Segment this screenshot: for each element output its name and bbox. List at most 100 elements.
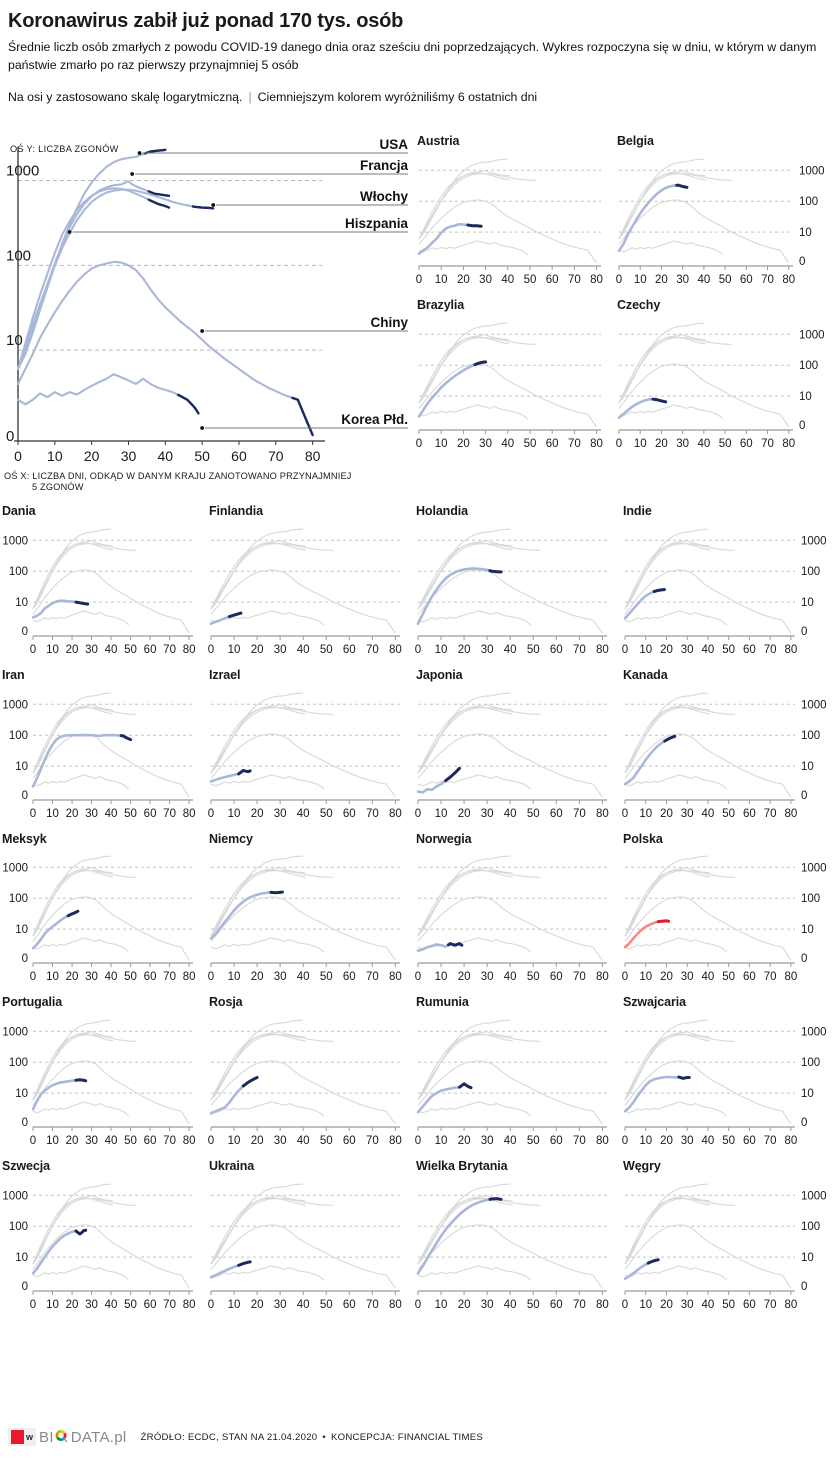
- footer: w BI DATA.pl ŹRÓ: [0, 1428, 835, 1446]
- svg-text:30: 30: [274, 808, 287, 820]
- svg-text:100: 100: [801, 730, 820, 742]
- chart-polska: 0 10 20 30 40 50 60 70 80 0 10 100 1000: [622, 855, 827, 983]
- svg-text:20: 20: [66, 1135, 79, 1147]
- svg-text:70: 70: [568, 274, 581, 286]
- svg-text:70: 70: [761, 274, 774, 286]
- svg-text:10: 10: [799, 391, 812, 403]
- chart-norwegia: 0 10 20 30 40 50 60 70 80: [415, 855, 609, 983]
- svg-text:0: 0: [799, 420, 805, 432]
- svg-text:10: 10: [435, 808, 448, 820]
- svg-text:60: 60: [144, 644, 157, 656]
- panel-wielka-brytania: Wielka Brytania 0 10 20 30 40 50 60 70 80: [414, 1159, 621, 1324]
- chart-ukraina: 0 10 20 30 40 50 60 70 80: [208, 1183, 402, 1311]
- chart-rosja: 0 10 20 30 40 50 60 70 80: [208, 1019, 402, 1147]
- svg-text:Hiszpania: Hiszpania: [345, 216, 409, 231]
- svg-text:1000: 1000: [799, 329, 825, 341]
- svg-text:40: 40: [297, 1135, 310, 1147]
- top-right-row-1: Austria 0 10 20 30 40 50 60 70 80 Belgia 0 10 20 30…: [415, 134, 835, 299]
- svg-text:Francja: Francja: [360, 158, 409, 173]
- page-title: Koronawirus zabił już ponad 170 tys. osó…: [8, 10, 404, 32]
- svg-text:0: 0: [415, 644, 421, 656]
- panel-title-finlandia: Finlandia: [209, 504, 263, 518]
- svg-text:10: 10: [15, 1252, 28, 1264]
- svg-text:80: 80: [782, 274, 795, 286]
- top-right-row-2: Brazylia 0 10 20 30 40 50 60 70 80 Czechy 0 10 20 3…: [415, 298, 835, 463]
- svg-text:100: 100: [9, 1221, 28, 1233]
- panel-title-polska: Polska: [623, 831, 663, 846]
- panel-title-ukraina: Ukraina: [209, 1159, 255, 1173]
- svg-text:80: 80: [389, 971, 402, 983]
- svg-text:20: 20: [66, 1299, 79, 1311]
- svg-text:70: 70: [764, 644, 777, 656]
- panel-austria: Austria 0 10 20 30 40 50 60 70 80: [415, 134, 615, 299]
- logo-suffix: DATA.pl: [70, 1428, 127, 1446]
- panel-dania: Dania 0 10 20 30 40 50 60 70 80 0 10 100 1000: [0, 504, 207, 669]
- svg-text:10: 10: [46, 971, 59, 983]
- svg-text:30: 30: [676, 274, 689, 286]
- svg-text:50: 50: [722, 1299, 735, 1311]
- biqdata-logo[interactable]: w BI DATA.pl: [8, 1428, 127, 1446]
- svg-text:40: 40: [105, 971, 118, 983]
- panel-title-belgia: Belgia: [617, 134, 654, 148]
- top-right-panels: Austria 0 10 20 30 40 50 60 70 80 Belgia 0 10 20 30…: [415, 134, 835, 507]
- svg-text:40: 40: [702, 1135, 715, 1147]
- svg-text:10: 10: [801, 1088, 814, 1100]
- svg-text:10: 10: [15, 1088, 28, 1100]
- svg-text:40: 40: [105, 808, 118, 820]
- svg-text:0: 0: [208, 808, 214, 820]
- svg-text:30: 30: [481, 1135, 494, 1147]
- svg-text:10: 10: [435, 644, 448, 656]
- svg-text:0: 0: [416, 438, 422, 450]
- panel-title-austria: Austria: [417, 134, 460, 148]
- svg-text:60: 60: [144, 1299, 157, 1311]
- svg-text:30: 30: [676, 438, 689, 450]
- svg-text:80: 80: [389, 1135, 402, 1147]
- note-line: Na osi y zastosowano skalę logarytmiczną…: [8, 89, 827, 107]
- svg-text:70: 70: [163, 1299, 176, 1311]
- svg-text:50: 50: [124, 808, 137, 820]
- svg-text:50: 50: [719, 438, 732, 450]
- svg-text:70: 70: [573, 971, 586, 983]
- svg-text:30: 30: [481, 808, 494, 820]
- panel-title-wegry: Węgry: [623, 1159, 661, 1173]
- svg-text:80: 80: [389, 644, 402, 656]
- svg-text:50: 50: [320, 1299, 333, 1311]
- svg-text:0: 0: [801, 626, 807, 638]
- svg-text:20: 20: [660, 644, 673, 656]
- svg-text:0: 0: [6, 428, 14, 445]
- svg-text:100: 100: [9, 1057, 28, 1069]
- panel-brazylia: Brazylia 0 10 20 30 40 50 60 70 80: [415, 298, 615, 463]
- panel-wegry: Węgry 0 10 20 30 40 50 60 70 80 0 10 100 1000: [621, 1159, 835, 1324]
- svg-text:50: 50: [527, 1299, 540, 1311]
- svg-text:40: 40: [105, 1299, 118, 1311]
- panel-title-niemcy: Niemcy: [209, 831, 253, 846]
- svg-text:0: 0: [208, 1299, 214, 1311]
- svg-text:40: 40: [504, 808, 517, 820]
- chart-czechy: 0 10 20 30 40 50 60 70 80 0 10 100 1000: [616, 322, 825, 450]
- svg-text:40: 40: [697, 438, 710, 450]
- svg-text:60: 60: [546, 274, 559, 286]
- panel-szwajcaria: Szwajcaria 0 10 20 30 40 50 60 70 80 0 10 100 1000: [621, 995, 835, 1160]
- svg-text:60: 60: [740, 274, 753, 286]
- svg-text:20: 20: [251, 971, 264, 983]
- svg-text:30: 30: [681, 644, 694, 656]
- svg-text:20: 20: [458, 808, 471, 820]
- footer-source: ŹRÓDŁO: ECDC, STAN NA 21.04.2020: [140, 1431, 318, 1443]
- svg-text:50: 50: [320, 808, 333, 820]
- panel-izrael: Izrael 0 10 20 30 40 50 60 70 80: [207, 667, 414, 833]
- svg-text:1000: 1000: [801, 1190, 827, 1202]
- svg-text:10: 10: [46, 808, 59, 820]
- subtitle: Średnie liczb osób zmarłych z powodu COV…: [8, 40, 817, 72]
- svg-text:50: 50: [524, 438, 537, 450]
- svg-text:70: 70: [366, 971, 379, 983]
- svg-text:80: 80: [389, 1299, 402, 1311]
- svg-text:10: 10: [15, 597, 28, 609]
- svg-text:1000: 1000: [2, 699, 28, 711]
- svg-text:60: 60: [231, 448, 247, 464]
- svg-text:50: 50: [124, 1299, 137, 1311]
- svg-text:50: 50: [124, 644, 137, 656]
- header: Koronawirus zabił już ponad 170 tys. osó…: [0, 0, 835, 106]
- svg-text:20: 20: [457, 274, 470, 286]
- panel-title-izrael: Izrael: [209, 667, 241, 682]
- footer-concept: KONCEPCJA: FINANCIAL TIMES: [330, 1431, 484, 1443]
